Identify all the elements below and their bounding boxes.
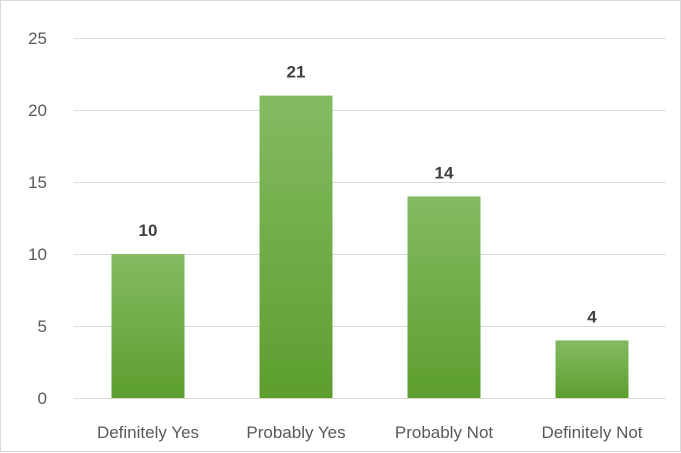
x-category-label-definitely-not: Definitely Not	[541, 423, 642, 442]
y-tick-label-0: 0	[38, 389, 47, 408]
data-label-definitely-yes: 10	[139, 221, 158, 240]
bar-definitely-not	[555, 340, 629, 398]
x-category-label-definitely-yes: Definitely Yes	[97, 423, 199, 442]
y-tick-label-20: 20	[28, 101, 47, 120]
x-category-label-probably-not: Probably Not	[395, 423, 494, 442]
data-label-probably-not: 14	[435, 163, 454, 182]
data-label-definitely-not: 4	[587, 307, 597, 326]
data-label-probably-yes: 21	[287, 63, 306, 82]
bars	[111, 95, 629, 398]
data-labels: 10 21 14 4	[139, 63, 598, 327]
x-axis-categories: Definitely Yes Probably Yes Probably Not De…	[97, 423, 643, 442]
y-tick-label-5: 5	[38, 317, 47, 336]
bar-probably-not	[407, 196, 481, 398]
y-tick-label-15: 15	[28, 173, 47, 192]
bar-definitely-yes	[111, 254, 185, 398]
y-axis-ticks: 0 5 10 15 20 25	[28, 29, 47, 408]
x-category-label-probably-yes: Probably Yes	[246, 423, 345, 442]
y-tick-label-25: 25	[28, 29, 47, 48]
bar-probably-yes	[259, 95, 333, 398]
y-tick-label-10: 10	[28, 245, 47, 264]
